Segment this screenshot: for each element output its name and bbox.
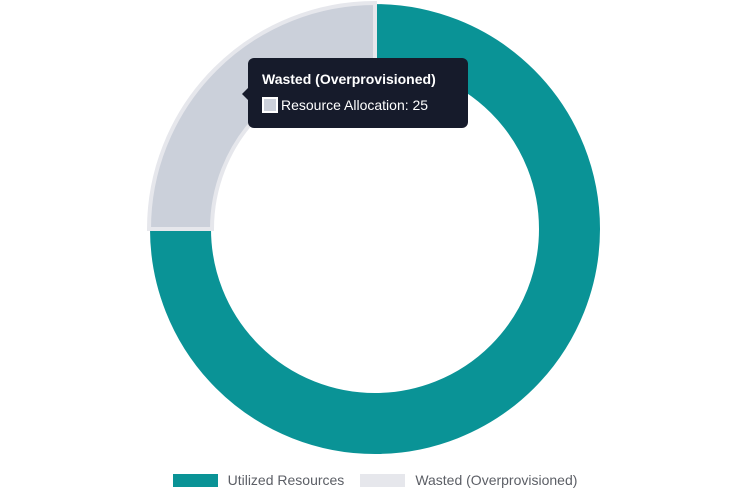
donut-slice-utilized[interactable]: [147, 1, 602, 456]
legend-swatch-utilized: [172, 473, 218, 487]
chart-legend: Utilized Resources Wasted (Overprovision…: [0, 470, 750, 490]
legend-item-utilized[interactable]: Utilized Resources: [172, 472, 345, 488]
tooltip-title: Wasted (Overprovisioned): [262, 71, 436, 87]
legend-swatch-wasted: [360, 473, 406, 487]
tooltip-color-swatch: [262, 97, 278, 113]
legend-item-wasted[interactable]: Wasted (Overprovisioned): [360, 472, 577, 488]
legend-label-utilized: Utilized Resources: [227, 472, 345, 488]
legend-label-wasted: Wasted (Overprovisioned): [415, 472, 578, 488]
tooltip-label: Resource Allocation: 25: [281, 97, 429, 113]
chart-tooltip: Wasted (Overprovisioned) Resource Alloca…: [242, 58, 468, 128]
tooltip-body: Resource Allocation: 25: [262, 96, 454, 114]
tooltip-caret: [242, 88, 248, 100]
